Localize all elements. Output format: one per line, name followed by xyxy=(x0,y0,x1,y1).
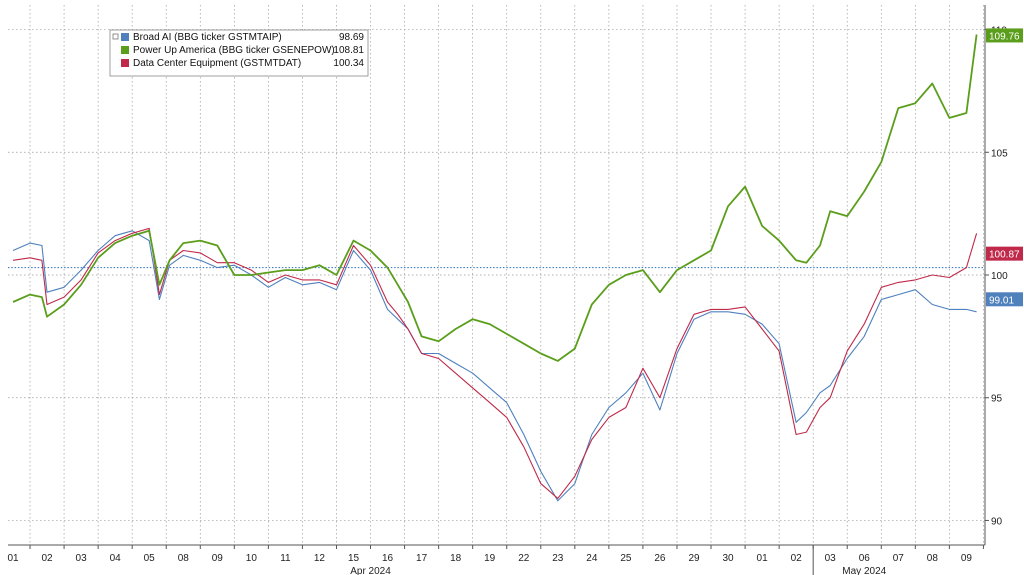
x-tick-label: 24 xyxy=(586,553,598,564)
last-value-label-1: 109.76 xyxy=(989,31,1020,42)
x-tick-label: 05 xyxy=(144,553,156,564)
x-tick-label: 22 xyxy=(518,553,530,564)
x-tick-label: 04 xyxy=(110,553,122,564)
x-tick-label: 10 xyxy=(246,553,258,564)
x-tick-label: 30 xyxy=(722,553,734,564)
legend-collapse-icon[interactable] xyxy=(112,33,119,40)
x-tick-label: 01 xyxy=(757,553,769,564)
x-tick-label: 09 xyxy=(212,553,224,564)
legend: Broad AI (BBG ticker GSTMTAIP) 98.69 Power… xyxy=(109,29,369,77)
legend-value-2: 100.34 xyxy=(333,58,364,69)
x-tick-label: 02 xyxy=(791,553,803,564)
axis-layer: 9095100105110010203040508091011121516171… xyxy=(7,5,1023,575)
x-tick-label: 16 xyxy=(382,553,394,564)
x-tick-label: 06 xyxy=(859,553,871,564)
legend-swatch-1 xyxy=(121,46,129,54)
x-tick-label: 12 xyxy=(314,553,326,564)
legend-label-2: Data Center Equipment (GSTMTDAT) xyxy=(133,58,301,69)
x-tick-label: 03 xyxy=(825,553,837,564)
y-tick-label: 100 xyxy=(991,271,1008,282)
x-tick-label: 17 xyxy=(416,553,428,564)
x-tick-label: 11 xyxy=(280,553,291,564)
month-label: Apr 2024 xyxy=(350,566,391,575)
x-tick-label: 15 xyxy=(348,553,360,564)
x-tick-label: 02 xyxy=(41,553,53,564)
grid-layer xyxy=(8,5,985,545)
series-line-2 xyxy=(12,227,978,499)
last-value-flag-1 xyxy=(986,28,1023,43)
y-tick-label: 90 xyxy=(991,516,1003,527)
legend-swatch-2 xyxy=(121,59,129,67)
y-tick-label: 105 xyxy=(991,148,1008,159)
x-tick-label: 23 xyxy=(552,553,564,564)
legend-value-1: 108.81 xyxy=(333,45,364,56)
series-line-0 xyxy=(12,230,977,502)
last-value-label-0: 99.01 xyxy=(989,295,1014,306)
x-tick-label: 08 xyxy=(927,553,939,564)
last-value-flag-0 xyxy=(986,292,1023,307)
series-line-1 xyxy=(12,34,978,362)
x-tick-label: 29 xyxy=(688,553,700,564)
legend-box xyxy=(109,29,369,77)
x-tick-label: 25 xyxy=(620,553,632,564)
legend-swatch-0 xyxy=(121,33,129,41)
x-tick-label: 26 xyxy=(654,553,666,564)
x-tick-label: 09 xyxy=(961,553,973,564)
x-tick-label: 03 xyxy=(76,553,88,564)
x-tick-label: 08 xyxy=(178,553,190,564)
x-tick-label: 19 xyxy=(484,553,496,564)
series-layer xyxy=(12,34,978,502)
x-tick-label: 01 xyxy=(7,553,19,564)
month-label: May 2024 xyxy=(842,566,886,575)
x-tick-label: 07 xyxy=(893,553,905,564)
y-tick-label: 95 xyxy=(991,394,1003,405)
legend-label-1: Power Up America (BBG ticker GSENEPOW) xyxy=(133,45,335,56)
legend-label-0: Broad AI (BBG ticker GSTMTAIP) xyxy=(133,32,282,43)
last-value-flag-2 xyxy=(986,246,1023,261)
x-tick-label: 18 xyxy=(450,553,462,564)
last-value-label-2: 100.87 xyxy=(989,250,1020,261)
legend-value-0: 98.69 xyxy=(339,32,364,43)
